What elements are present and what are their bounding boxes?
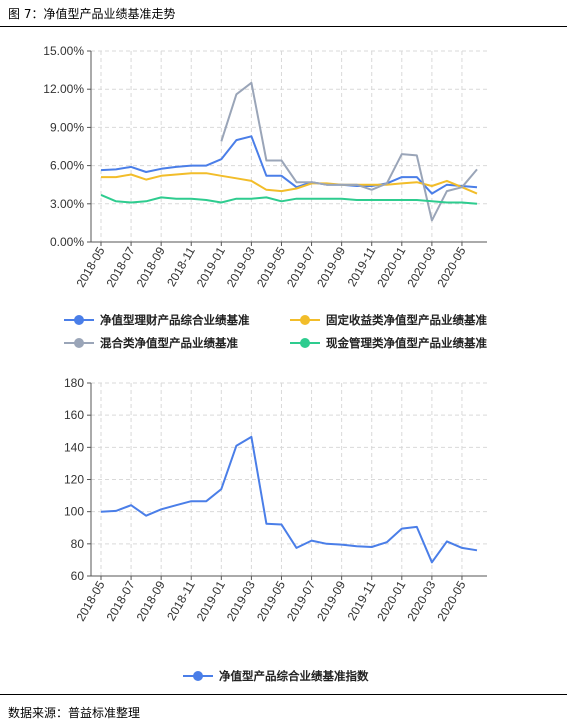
chart1-y-tick-label: 12.00% bbox=[43, 82, 84, 96]
chart1-y-tick-label: 0.00% bbox=[50, 235, 84, 249]
chart2-x-tick-label: 2019-09 bbox=[314, 578, 348, 623]
chart2-legend-label-0: 净值型产品综合业绩基准指数 bbox=[219, 669, 369, 683]
chart1-legend-label-3: 现金管理类净值型产品业绩基准 bbox=[326, 336, 487, 350]
chart1-series-line-3 bbox=[100, 193, 478, 205]
chart2-series-line-0 bbox=[100, 435, 478, 564]
chart2-y-tick-label: 160 bbox=[64, 408, 84, 422]
chart1-legend-label-2: 混合类净值型产品业绩基准 bbox=[100, 336, 238, 350]
chart2-y-tick-label: 100 bbox=[64, 505, 84, 519]
chart1-series-line-1 bbox=[101, 172, 478, 195]
chart2-legend-marker-0 bbox=[193, 671, 203, 681]
chart2-y-tick-label: 180 bbox=[64, 376, 84, 390]
chart1-legend-label-0: 净值型理财产品综合业绩基准 bbox=[100, 313, 250, 327]
chart2-x-tick-label: 2020-05 bbox=[434, 578, 468, 623]
chart1-legend-marker-0 bbox=[74, 315, 84, 325]
chart2-y-tick-label: 60 bbox=[71, 569, 85, 583]
chart-benchmark-rates: 0.00%3.00%6.00%9.00%12.00%15.00%2018-052… bbox=[43, 44, 487, 350]
chart1-series-line-2 bbox=[220, 81, 478, 222]
chart-benchmark-index: 60801001201401601802018-052018-072018-09… bbox=[64, 376, 487, 683]
chart2-x-tick-label: 2018-09 bbox=[134, 578, 168, 623]
figure-title: 图 7：净值型产品业绩基准走势 bbox=[8, 7, 176, 21]
chart1-y-tick-label: 6.00% bbox=[50, 159, 84, 173]
chart1-legend-marker-3 bbox=[300, 338, 310, 348]
chart1-y-tick-label: 15.00% bbox=[43, 44, 84, 58]
chart1-y-tick-label: 9.00% bbox=[50, 120, 84, 134]
top-divider bbox=[0, 26, 567, 27]
chart1-y-tick-label: 3.00% bbox=[50, 197, 84, 211]
chart1-series-line-0 bbox=[100, 135, 478, 195]
chart2-y-tick-label: 140 bbox=[64, 440, 84, 454]
chart2-y-tick-label: 80 bbox=[71, 537, 85, 551]
chart1-legend-marker-2 bbox=[74, 338, 84, 348]
chart2-y-tick-label: 120 bbox=[64, 473, 84, 487]
chart1-legend-label-1: 固定收益类净值型产品业绩基准 bbox=[326, 313, 487, 327]
data-source-note: 数据来源：普益标准整理 bbox=[8, 706, 141, 720]
bottom-divider bbox=[0, 694, 567, 695]
chart1-legend-marker-1 bbox=[300, 315, 310, 325]
